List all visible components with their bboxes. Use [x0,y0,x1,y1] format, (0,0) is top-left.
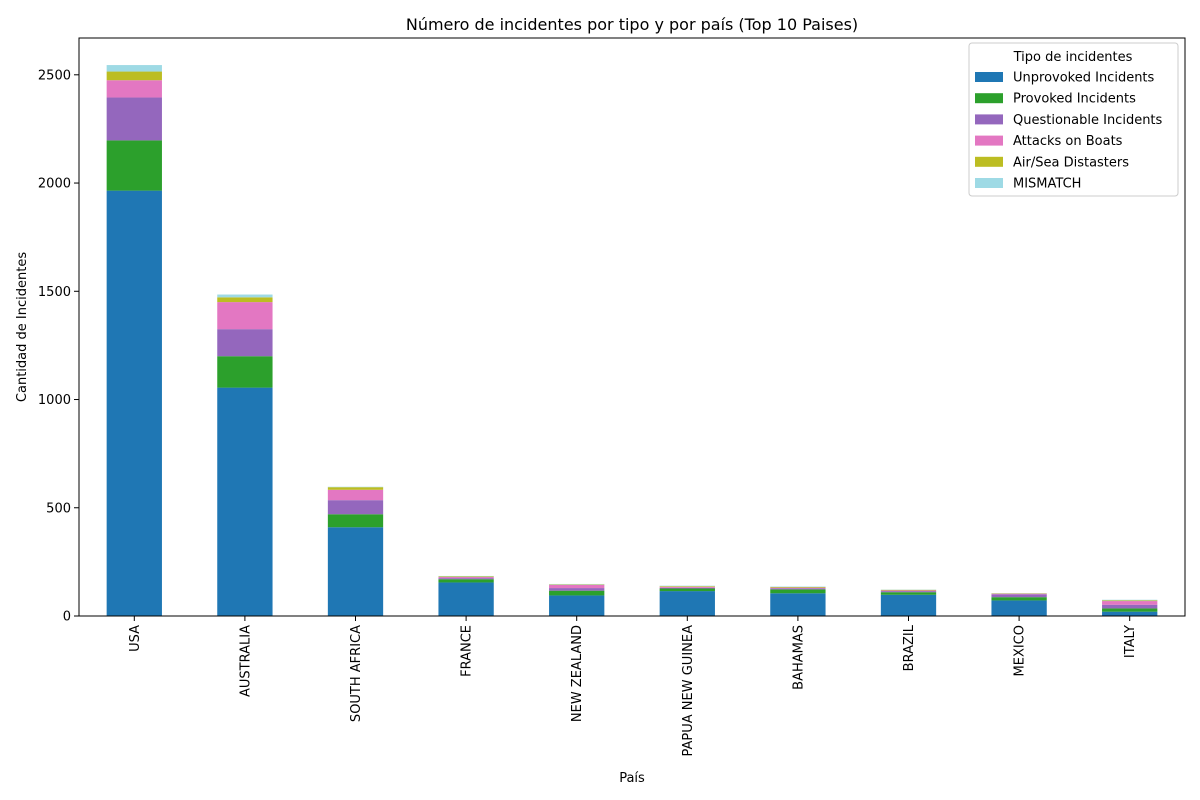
bar-segment [1102,608,1158,612]
plot-frame [78,37,1186,617]
y-tick-label: 2000 [38,177,71,192]
legend-swatch [975,156,1003,167]
legend-title: Tipo de incidentes [1013,50,1133,65]
bar-segment [770,589,826,594]
legend-swatch [975,135,1003,146]
bar-segment [880,590,937,592]
bar-segment [1102,601,1158,605]
bar-segment [327,489,384,501]
bar-segment [106,97,162,141]
x-tick-label: ITALY [1123,625,1138,658]
y-axis-label: Cantidad de Incidentes [15,252,30,402]
bar-segment [880,589,937,591]
bar-segment [217,302,273,330]
bar-segment [770,588,826,590]
bar-segment [217,387,273,616]
bar-segment [106,190,162,616]
legend-label: Unprovoked Incidents [1013,71,1155,86]
y-tick-label: 0 [63,610,71,625]
bar-segment [438,582,494,616]
bar-segment [770,593,826,616]
bar-segment [217,297,273,303]
y-tick-label: 1000 [38,393,71,408]
bar-segment [106,80,162,98]
x-tick-label: BRAZIL [902,624,917,671]
bar-segment [991,597,1047,601]
bar-segment [327,487,384,490]
legend-swatch [975,178,1003,188]
legend-label: MISMATCH [1013,177,1081,192]
legend-swatch [975,72,1003,82]
x-tick-label: MEXICO [1013,625,1028,676]
bar-segment [1102,600,1158,602]
bar-segment [880,591,937,593]
legend-box [968,42,1179,197]
bar-segment [217,294,273,298]
x-tick-label: BAHAMAS [791,625,806,690]
y-tick-label: 1500 [38,285,71,300]
legend-label: Attacks on Boats [1013,134,1123,149]
legend-label: Provoked Incidents [1013,92,1136,107]
bar-segment [1102,604,1158,609]
bar-segment [438,576,494,578]
bar-segment [217,356,273,388]
x-tick-label: PAPUA NEW GUINEA [681,625,696,757]
legend-swatch [975,93,1003,104]
bar-segment [438,579,494,583]
x-axis-label: País [619,771,645,786]
x-tick-label: AUSTRALIA [238,625,253,697]
bar-segment [659,591,715,616]
chart-title: Número de incidentes por tipo y por país… [406,15,858,34]
y-axis: 0 500 1000 1500 2000 2500 [38,68,79,625]
bar-segment [659,587,715,589]
bar-segment [106,71,162,81]
legend: Tipo de incidentes Unprovoked Incidents P… [968,42,1179,197]
bar-segment [549,588,605,591]
x-tick-label: NEW ZEALAND [570,625,585,722]
x-tick-label: SOUTH AFRICA [349,625,364,722]
x-tick-label: FRANCE [460,625,475,677]
y-tick-label: 2500 [38,68,71,83]
bar-segment [438,578,494,580]
bar-segment [327,514,384,528]
legend-label: Air/Sea Distasters [1013,155,1129,170]
bar-segment [991,600,1047,616]
bar-segment [327,527,384,616]
bar-segment [770,587,826,589]
bar-segment [1102,599,1158,601]
x-axis: USA AUSTRALIA SOUTH AFRICA FRANCE NEW ZEALAN… [128,616,1138,756]
bar-segment [106,65,162,72]
bar-segment [106,140,162,191]
legend-label: Questionable Incidents [1013,113,1163,128]
y-tick-label: 500 [46,501,71,516]
legend-swatch [975,114,1003,125]
bar-segment [770,586,826,588]
bar-segment [880,594,937,616]
bar-segment [991,594,1047,598]
x-tick-label: USA [128,625,143,652]
bar-segment [549,590,605,596]
bar-segment [217,329,273,357]
legend-items: Unprovoked Incidents Provoked Incidents Qu… [975,71,1163,192]
bars [106,65,1158,616]
bar-segment [327,500,384,515]
bar-segment [549,595,605,616]
bar-segment [659,586,715,588]
bar-segment [549,584,605,589]
bar-segment [659,586,715,587]
bar-segment [1102,611,1158,616]
bar-segment [880,592,937,595]
bar-segment [659,588,715,592]
bar-segment [438,577,494,579]
bar-segment [991,593,1047,595]
